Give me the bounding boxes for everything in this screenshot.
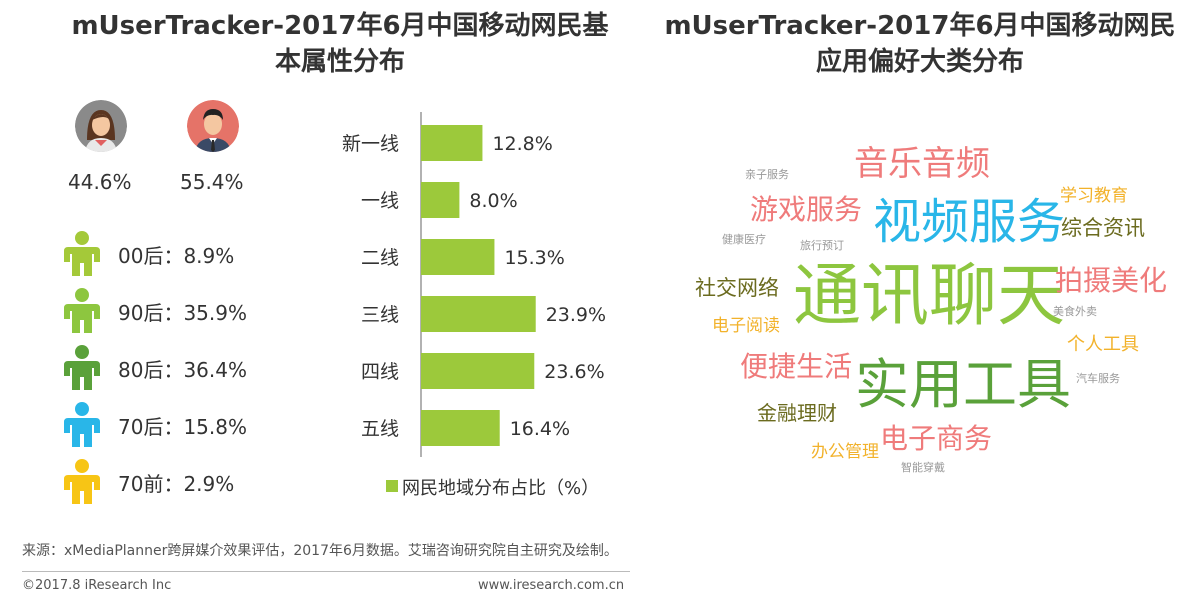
word-cloud-term: 便捷生活 xyxy=(740,350,853,383)
word-cloud-term: 音乐音频 xyxy=(854,144,990,184)
word-cloud-term: 游戏服务 xyxy=(750,193,863,226)
person-icon xyxy=(64,402,100,447)
bar xyxy=(421,353,535,389)
bar xyxy=(421,125,483,161)
word-cloud-term: 美食外卖 xyxy=(1053,305,1097,318)
male-avatar-icon xyxy=(187,100,239,152)
bar xyxy=(421,410,500,446)
bar-value-label: 16.4% xyxy=(510,418,570,440)
bar-value-label: 23.9% xyxy=(546,304,606,326)
bar xyxy=(421,296,536,332)
word-cloud-term: 学习教育 xyxy=(1060,186,1128,206)
word-cloud-term: 智能穿戴 xyxy=(901,461,945,474)
male-percentage: 55.4% xyxy=(180,170,244,194)
website-link[interactable]: www.iresearch.com.cn xyxy=(478,578,625,593)
person-icon xyxy=(64,345,100,390)
age-group-label: 70后：15.8% xyxy=(118,415,247,439)
age-group-label: 70前：2.9% xyxy=(118,472,235,496)
word-cloud-term: 电子阅读 xyxy=(712,316,780,336)
right-chart-title: mUserTracker-2017年6月中国移动网民应用偏好大类分布 xyxy=(664,11,1176,77)
category-tick-label: 三线 xyxy=(361,304,399,326)
word-cloud-term: 综合资讯 xyxy=(1061,216,1145,240)
word-cloud-term: 汽车服务 xyxy=(1076,372,1120,385)
word-cloud-term: 健康医疗 xyxy=(722,233,766,246)
legend-swatch xyxy=(386,480,398,492)
copyright-text: ©2017.8 iResearch Inc xyxy=(22,578,172,593)
age-group-label: 80后：36.4% xyxy=(118,358,247,382)
person-icon xyxy=(64,231,100,276)
word-cloud-term: 亲子服务 xyxy=(745,168,789,181)
person-icon xyxy=(64,459,100,504)
bar-value-label: 23.6% xyxy=(544,361,604,383)
word-cloud-term: 旅行预订 xyxy=(800,239,844,252)
bar-value-label: 12.8% xyxy=(492,133,552,155)
bar-value-label: 8.0% xyxy=(469,190,517,212)
left-chart-title: mUserTracker-2017年6月中国移动网民基本属性分布 xyxy=(71,11,609,77)
female-avatar-icon xyxy=(75,100,127,152)
word-cloud-term: 实用工具 xyxy=(855,353,1071,416)
footer-divider xyxy=(22,571,630,572)
bar xyxy=(421,239,495,275)
age-group-label: 90后：35.9% xyxy=(118,301,247,325)
word-cloud-term: 金融理财 xyxy=(757,401,837,425)
source-note: 来源：xMediaPlanner跨屏媒介效果评估，2017年6月数据。艾瑞咨询研… xyxy=(22,543,618,559)
age-group-label: 00后：8.9% xyxy=(118,244,235,268)
word-cloud-term: 视频服务 xyxy=(873,194,1066,250)
category-tick-label: 一线 xyxy=(361,190,399,212)
category-tick-label: 五线 xyxy=(361,418,399,440)
category-tick-label: 四线 xyxy=(361,361,399,383)
word-cloud-term: 拍摄美化 xyxy=(1055,264,1168,297)
legend-label: 网民地域分布占比（%） xyxy=(402,478,600,499)
bar xyxy=(421,182,460,218)
bar-value-label: 15.3% xyxy=(504,247,564,269)
word-cloud-term: 电子商务 xyxy=(880,422,993,455)
word-cloud-term: 办公管理 xyxy=(811,442,879,462)
category-tick-label: 新一线 xyxy=(342,133,399,155)
female-percentage: 44.6% xyxy=(68,170,132,194)
word-cloud-term: 个人工具 xyxy=(1067,334,1139,355)
word-cloud-term: 通讯聊天 xyxy=(793,257,1066,336)
word-cloud-term: 社交网络 xyxy=(695,276,779,300)
region-bar-chart: 新一线 12.8% 一线 8.0% 二线 15.3% 三线 23.9% 四线 23.6% 五线 16.… xyxy=(342,112,606,457)
category-tick-label: 二线 xyxy=(361,247,399,269)
person-icon xyxy=(64,288,100,333)
